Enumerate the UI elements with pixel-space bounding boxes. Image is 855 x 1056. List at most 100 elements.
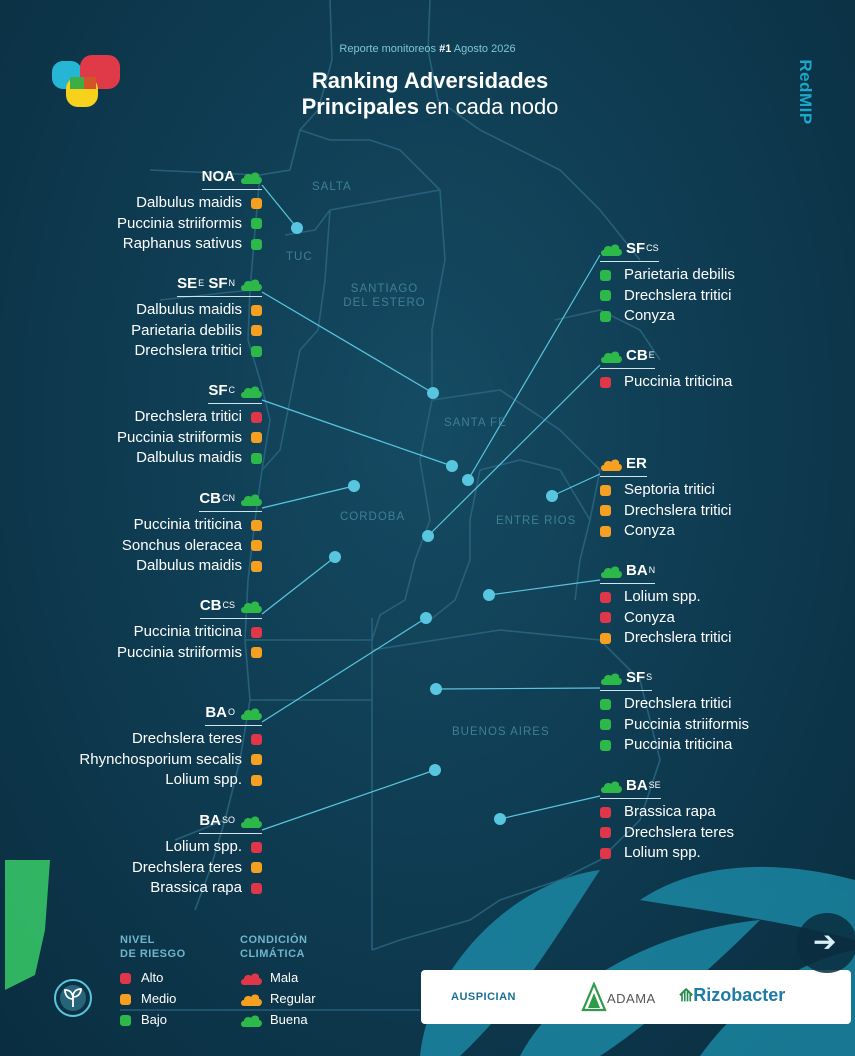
node-right-5: BASE Brassica rapa Drechslera teres Lolium …: [600, 776, 734, 864]
marker-bao: [420, 612, 432, 624]
adversity-label: Drechslera tritici: [134, 408, 242, 425]
adversity-item: Puccinia striiformis: [117, 214, 262, 235]
node-title: BAO: [205, 703, 262, 726]
adversity-label: Parietaria debilis: [624, 266, 735, 283]
adama-logo[interactable]: ADAMA: [581, 982, 671, 1014]
risk-medio-indicator: [600, 632, 611, 644]
marker-cbcs: [329, 551, 341, 563]
node-title: SFS: [600, 668, 653, 691]
risk-medio-indicator: [600, 505, 611, 517]
cloud-icon: [601, 351, 622, 363]
cloud-icon: [241, 816, 262, 828]
cloud-icon: [241, 1015, 262, 1028]
adversity-item: Lolium spp.: [600, 587, 732, 608]
risk-medio-indicator: [251, 540, 262, 552]
risk-alto-indicator: [251, 626, 262, 638]
risk-medio-indicator: [600, 525, 611, 537]
adversity-label: Drechslera teres: [131, 730, 242, 747]
adversity-item: Dalbulus maidis: [131, 300, 262, 321]
adversity-label: Drechslera teres: [131, 858, 242, 876]
risk-medio-indicator: [600, 484, 611, 496]
legend-climate-buena: Buena: [240, 1012, 308, 1028]
province-buenos-aires: BUENOS AIRES: [452, 726, 550, 738]
marker-noa: [291, 222, 303, 234]
province-cordoba: CORDOBA: [340, 511, 406, 523]
node-title: CBCN: [199, 489, 262, 512]
adversity-item: Brassica rapa: [600, 802, 734, 823]
node-left-5: BAO Drechslera teres Rhynchosporium secali…: [79, 703, 262, 791]
adversity-item: Raphanus sativus: [117, 234, 262, 255]
cloud-icon: [601, 566, 622, 578]
adversity-item: Puccinia triticina: [122, 515, 262, 536]
province-entre-rios: ENTRE RIOS: [496, 515, 577, 527]
adversity-item: Puccinia triticina: [117, 622, 262, 643]
marker-sfcs: [462, 474, 474, 486]
adversity-item: Rhynchosporium secalis: [79, 750, 262, 771]
adversity-item: Puccinia striiformis: [600, 715, 749, 736]
rizobacter-logo[interactable]: ⟰Rizobacter: [679, 985, 786, 1005]
risk-medio-indicator: [251, 647, 262, 659]
risk-alto-indicator: [251, 411, 262, 423]
risk-bajo-indicator: [251, 345, 262, 357]
adversity-label: Puccinia triticina: [624, 736, 733, 753]
marker-sfc: [446, 460, 458, 472]
adversity-label: Parietaria debilis: [131, 321, 242, 339]
legend-climate-mala: Mala: [240, 970, 298, 986]
cloud-icon: [601, 673, 622, 685]
cloud-icon: [241, 386, 262, 398]
adversity-item: Conyza: [600, 608, 732, 629]
legend-climate-regular: Regular: [240, 991, 316, 1007]
adversity-item: Lolium spp.: [79, 770, 262, 791]
risk-medio-indicator: [251, 432, 262, 444]
adversity-item: Drechslera tritici: [600, 286, 735, 307]
risk-alto-indicator: [600, 847, 611, 859]
marker-er: [546, 490, 558, 502]
node-title: CBCS: [199, 596, 262, 619]
legend-risk-bajo: Bajo: [120, 1012, 167, 1028]
adversity-label: Drechslera teres: [624, 823, 735, 841]
legend-risk-alto: Alto: [120, 970, 163, 986]
legend-risk-title: NIVEL DE RIESGO: [120, 934, 186, 960]
plant-badge-icon: [54, 979, 92, 1017]
adversity-item: Dalbulus maidis: [117, 448, 262, 469]
adversity-label: Dalbulus maidis: [136, 449, 242, 466]
adversity-label: Conyza: [624, 608, 675, 626]
node-title: SFCS: [600, 239, 659, 262]
risk-medio-indicator: [251, 862, 262, 874]
adversity-item: Drechslera teres: [79, 729, 262, 750]
adversity-label: Lolium spp.: [624, 844, 701, 861]
node-right-3: BAN Lolium spp. Conyza Drechslera tritici: [600, 561, 732, 649]
adversity-label: Puccinia striiformis: [116, 428, 242, 446]
adversity-item: Puccinia triticina: [600, 372, 732, 393]
next-page-button[interactable]: ➔: [797, 913, 855, 973]
leaf-decoration: [420, 866, 855, 1056]
node-title: CBE: [600, 346, 655, 369]
risk-alto-indicator: [600, 806, 611, 818]
node-left-0: NOA Dalbulus maidis Puccinia striiformis Ra…: [117, 167, 262, 255]
node-title: SEE SFN: [177, 274, 262, 297]
adversity-label: Lolium spp.: [165, 771, 242, 788]
risk-medio-indicator: [120, 994, 131, 1006]
adversity-label: Drechslera tritici: [624, 629, 732, 646]
risk-alto-indicator: [600, 591, 611, 603]
cloud-icon: [601, 244, 622, 256]
marker-sfs: [430, 683, 442, 695]
node-title: NOA: [201, 167, 262, 190]
marker-se-sfn: [427, 387, 439, 399]
adversity-item: Lolium spp.: [132, 837, 262, 858]
risk-medio-indicator: [251, 197, 262, 209]
adversity-label: Raphanus sativus: [122, 235, 242, 252]
adversity-label: Puccinia triticina: [133, 623, 242, 640]
node-left-3: CBCN Puccinia triticina Sonchus oleracea Da…: [122, 489, 262, 577]
adversity-item: Sonchus oleracea: [122, 536, 262, 557]
risk-alto-indicator: [251, 882, 262, 894]
node-title: ER: [600, 454, 647, 477]
province-salta: SALTA: [312, 181, 352, 193]
marker-baso: [429, 764, 441, 776]
cloud-icon: [601, 781, 622, 793]
node-left-1: SEE SFN Dalbulus maidis Parietaria debilis…: [131, 274, 262, 362]
adversity-label: Puccinia striiformis: [116, 643, 242, 661]
adversity-label: Drechslera tritici: [134, 342, 242, 359]
cloud-icon: [241, 994, 262, 1007]
